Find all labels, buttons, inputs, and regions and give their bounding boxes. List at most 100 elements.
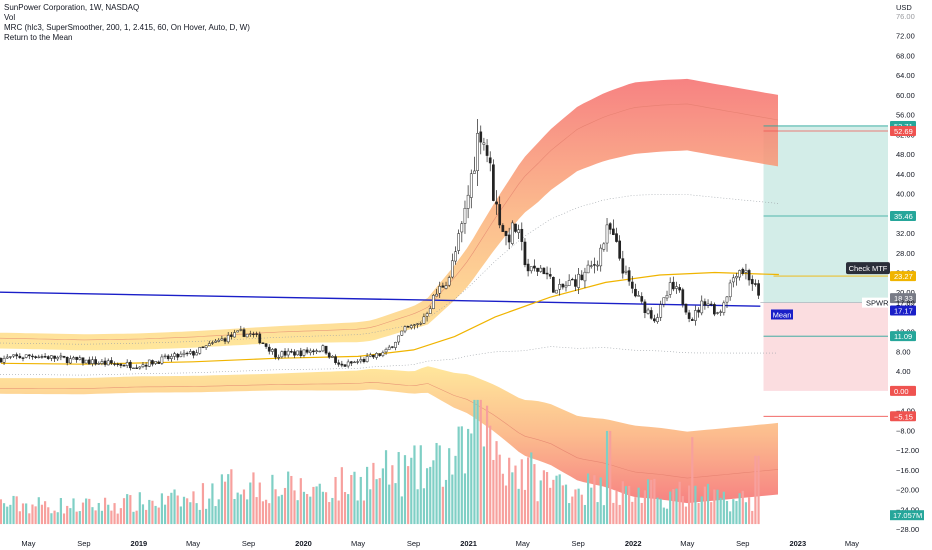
candle xyxy=(681,287,685,308)
candle xyxy=(179,351,183,358)
upper-band xyxy=(0,78,778,351)
volume-bar xyxy=(706,483,710,525)
volume-bar xyxy=(227,474,230,525)
volume-bar xyxy=(205,508,208,525)
candle xyxy=(583,267,587,288)
volume-bar xyxy=(157,507,160,525)
candle xyxy=(457,229,461,255)
volume-bar xyxy=(590,487,593,525)
candle xyxy=(738,269,741,281)
volume-bar xyxy=(268,503,271,525)
volume-bar xyxy=(713,489,716,525)
volume-bar xyxy=(444,479,448,525)
candle xyxy=(62,355,66,359)
volume-bar xyxy=(659,498,662,525)
volume-bar xyxy=(277,496,280,525)
volume-bar xyxy=(618,504,621,525)
candle xyxy=(700,295,704,316)
volume-bar xyxy=(246,499,249,525)
volume-bar xyxy=(492,459,495,525)
candle xyxy=(533,259,536,272)
volume-bar xyxy=(85,498,88,525)
candle xyxy=(580,270,584,281)
price-tag-text: 52.69 xyxy=(894,127,913,136)
check-mtf-text: Check MTF xyxy=(849,264,888,273)
volume-bar xyxy=(523,489,527,525)
candle xyxy=(356,359,359,365)
volume-bar xyxy=(249,482,252,525)
volume-bar xyxy=(732,499,735,525)
candle xyxy=(514,223,517,234)
candle xyxy=(662,297,666,308)
lower-band-inner-line xyxy=(0,381,779,479)
volume-bar xyxy=(419,445,422,525)
candle xyxy=(476,118,479,186)
candle xyxy=(542,267,546,275)
candle xyxy=(18,353,22,359)
volume-bar xyxy=(448,448,451,525)
volume-bar xyxy=(290,475,293,525)
candle xyxy=(735,272,738,286)
candle xyxy=(56,355,60,362)
candle xyxy=(640,292,644,304)
candle xyxy=(441,282,445,288)
volume-bar xyxy=(637,487,640,525)
volume-bar xyxy=(154,505,157,525)
candle xyxy=(646,307,650,315)
candle xyxy=(488,151,492,172)
volume-bar xyxy=(495,441,498,525)
volume-bar xyxy=(62,513,66,525)
candle xyxy=(757,279,760,299)
volume-bar xyxy=(372,462,375,525)
volume-bar xyxy=(2,503,6,525)
volume-bar xyxy=(107,504,110,525)
volume-bar xyxy=(757,455,760,525)
volume-bar xyxy=(34,506,37,525)
price-tag: 35.46 xyxy=(890,210,916,221)
candle xyxy=(741,267,745,276)
volume-bar xyxy=(460,426,463,525)
volume-bar xyxy=(18,511,21,525)
candle xyxy=(413,324,416,330)
volume-bar xyxy=(100,510,104,525)
candle xyxy=(277,354,281,361)
volume-bar xyxy=(561,485,564,525)
candle xyxy=(438,281,442,298)
candle xyxy=(469,169,473,209)
volume-bar xyxy=(422,488,426,525)
volume-bar xyxy=(283,487,287,525)
volume-bar xyxy=(684,506,688,525)
volume-bar xyxy=(141,504,145,525)
candle xyxy=(296,350,300,356)
volume-bars xyxy=(0,399,760,525)
candle xyxy=(668,277,672,298)
volume-bar xyxy=(691,437,694,525)
volume-bar xyxy=(113,503,116,525)
x-tick-label: May xyxy=(680,539,694,548)
volume-bar xyxy=(470,433,473,525)
volume-bar xyxy=(697,502,700,525)
volume-bar xyxy=(394,483,397,525)
candle xyxy=(305,347,309,355)
volume-bar xyxy=(334,476,337,525)
candle xyxy=(173,351,176,360)
candle xyxy=(217,338,221,343)
candle xyxy=(611,219,615,236)
candle xyxy=(40,354,44,359)
volume-bar xyxy=(640,502,643,525)
volume-bar xyxy=(299,478,302,525)
y-tick-label: −4.00 xyxy=(896,407,915,416)
volume-bar xyxy=(306,494,309,525)
volume-bar xyxy=(324,492,328,525)
candle xyxy=(349,360,353,367)
x-tick-label: Sep xyxy=(77,539,90,548)
candle xyxy=(255,331,258,338)
volume-bar xyxy=(463,473,467,525)
candle xyxy=(65,356,69,366)
volume-bar xyxy=(56,512,59,525)
candle xyxy=(754,279,757,287)
candle xyxy=(100,358,104,366)
volume-bar xyxy=(21,503,25,525)
candle xyxy=(621,250,625,279)
